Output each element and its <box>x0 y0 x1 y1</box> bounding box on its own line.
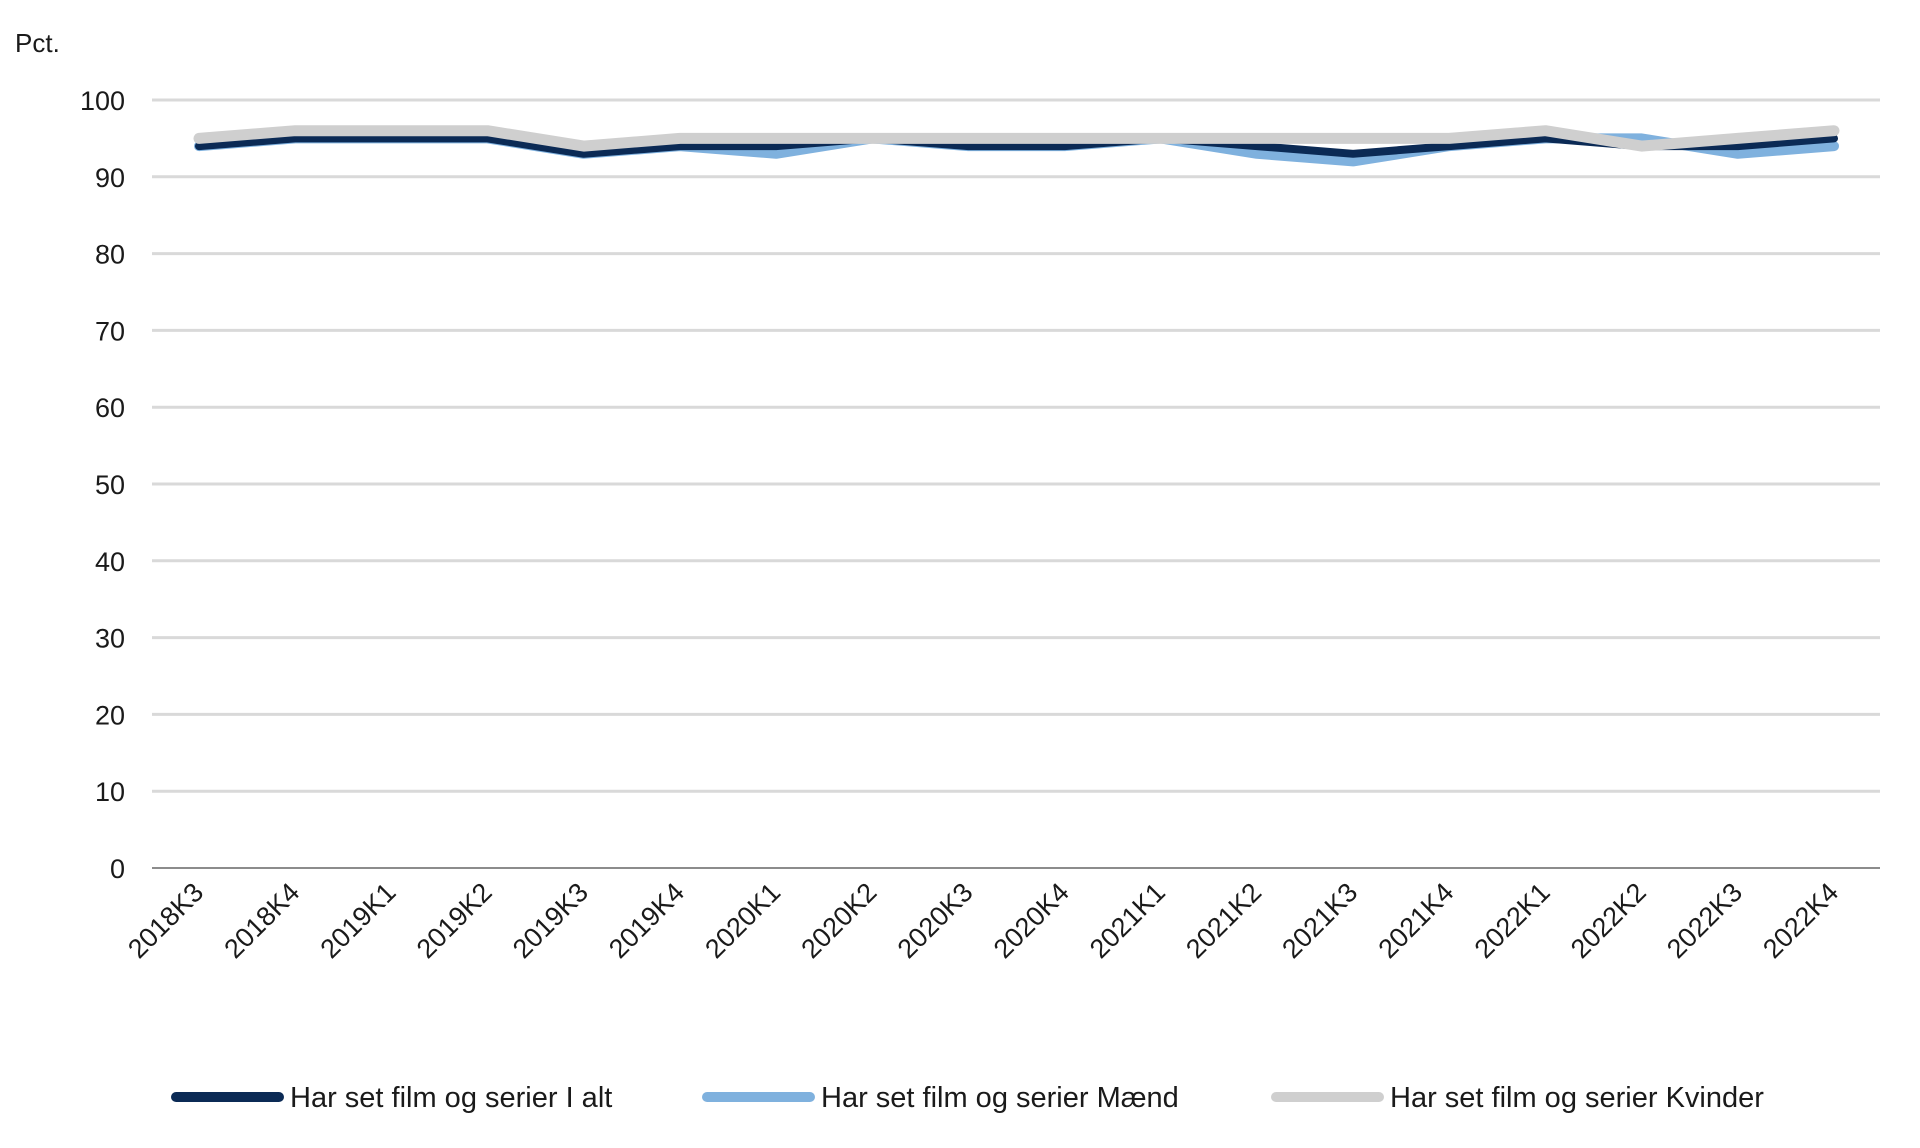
x-tick-label: 2021K1 <box>1084 877 1171 964</box>
x-tick-label: 2018K4 <box>218 877 305 964</box>
x-tick-label: 2020K3 <box>892 877 979 964</box>
y-tick-label: 20 <box>95 700 125 730</box>
x-axis-ticks: 2018K3 2018K4 2019K1 2019K2 2019K3 2019K4 2020… <box>122 877 1844 964</box>
x-tick-label: 2022K3 <box>1661 877 1748 964</box>
x-tick-label: 2021K3 <box>1276 877 1363 964</box>
gridlines <box>152 98 1880 869</box>
x-tick-label: 2021K4 <box>1372 877 1459 964</box>
series-lines <box>193 125 1840 167</box>
x-tick-label: 2019K4 <box>603 877 690 964</box>
x-tick-label: 2021K2 <box>1180 877 1267 964</box>
y-tick-label: 0 <box>110 854 125 884</box>
legend: Har set film og serier I alt Har set film… <box>171 1082 1764 1114</box>
y-tick-label: 50 <box>95 470 125 500</box>
series-line-2 <box>193 125 1840 152</box>
y-tick-label: 40 <box>95 547 125 577</box>
y-axis-ticks: 0 10 20 30 40 50 60 70 80 90 100 <box>80 86 125 884</box>
x-tick-label: 2022K4 <box>1757 877 1844 964</box>
x-tick-label: 2018K3 <box>122 877 209 964</box>
y-tick-label: 60 <box>95 393 125 423</box>
y-axis-label: Pct. <box>15 28 60 58</box>
x-tick-label: 2019K1 <box>315 877 402 964</box>
y-tick-label: 100 <box>80 86 125 116</box>
x-tick-label: 2020K4 <box>988 877 1075 964</box>
legend-label-1: Har set film og serier Mænd <box>821 1082 1179 1114</box>
x-tick-label: 2022K1 <box>1469 877 1556 964</box>
series-line-0 <box>195 134 1838 158</box>
legend-label-2: Har set film og serier Kvinder <box>1390 1082 1764 1114</box>
x-tick-label: 2020K1 <box>699 877 786 964</box>
y-tick-label: 10 <box>95 777 125 807</box>
y-tick-label: 70 <box>95 316 125 346</box>
x-tick-label: 2020K2 <box>795 877 882 964</box>
y-tick-label: 90 <box>95 163 125 193</box>
legend-label-0: Har set film og serier I alt <box>290 1082 612 1114</box>
x-tick-label: 2022K2 <box>1565 877 1652 964</box>
x-tick-label: 2019K3 <box>507 877 594 964</box>
y-tick-label: 80 <box>95 240 125 270</box>
x-tick-label: 2019K2 <box>411 877 498 964</box>
y-tick-label: 30 <box>95 624 125 654</box>
